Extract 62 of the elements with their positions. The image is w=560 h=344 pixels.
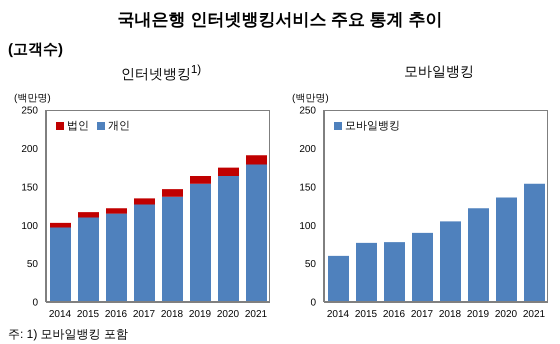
bar	[78, 218, 99, 302]
bar	[190, 184, 211, 302]
y-tick-label: 150	[299, 182, 316, 194]
bar	[162, 189, 183, 197]
x-tick-label: 2018	[438, 309, 462, 320]
bar	[468, 208, 489, 302]
y-tick-label: 200	[21, 144, 38, 155]
x-tick-label: 2015	[76, 309, 100, 320]
bar	[190, 176, 211, 184]
x-tick-label: 2020	[216, 309, 240, 320]
bar	[162, 196, 183, 302]
bar	[246, 164, 267, 302]
text: (고객수)	[8, 40, 63, 59]
bar	[106, 214, 127, 302]
y-tick-label: 0	[32, 298, 38, 309]
bar	[50, 222, 71, 228]
text: 주: 1) 모바일뱅킹 포함	[8, 326, 128, 343]
y-axis-title: (백만명)	[14, 92, 51, 105]
bar	[246, 155, 267, 165]
x-tick-label: 2017	[410, 309, 434, 320]
chart-title: 모바일뱅킹	[403, 63, 475, 81]
y-tick-label: 250	[299, 106, 316, 117]
bar	[356, 242, 377, 302]
x-tick-label: 2017	[132, 309, 156, 320]
bar	[78, 212, 99, 218]
y-tick-label: 200	[299, 144, 316, 155]
x-tick-label: 2014	[326, 309, 350, 320]
x-tick-label: 2016	[382, 309, 406, 320]
x-tick-label: 2015	[354, 309, 378, 320]
x-tick-label: 2021	[522, 309, 546, 320]
bar	[412, 232, 433, 302]
x-tick-label: 2019	[466, 309, 490, 320]
bar	[524, 184, 545, 302]
bar	[50, 228, 71, 302]
y-tick-label: 50	[304, 259, 316, 270]
y-tick-label: 100	[21, 220, 38, 232]
y-tick-label: 100	[299, 220, 316, 232]
bar	[384, 242, 405, 302]
legend-label: 개인	[107, 119, 130, 133]
x-tick-label: 2014	[48, 309, 72, 320]
x-tick-label: 2018	[160, 309, 184, 320]
x-tick-label: 2021	[244, 309, 268, 320]
y-tick-label: 0	[310, 298, 316, 309]
y-axis-title: (백만명)	[292, 92, 329, 105]
bar	[134, 198, 155, 204]
bar	[218, 176, 239, 302]
bar	[218, 168, 239, 176]
bar	[440, 221, 461, 302]
x-tick-label: 2016	[104, 309, 128, 320]
bar	[496, 198, 517, 302]
legend-label: 법인	[66, 119, 89, 133]
text: 국내은행 인터넷뱅킹서비스 주요 통계 추이	[116, 9, 444, 31]
bar	[328, 256, 349, 302]
x-tick-label: 2019	[188, 309, 212, 320]
y-tick-label: 50	[26, 259, 38, 270]
y-tick-label: 250	[21, 106, 38, 117]
x-tick-label: 2020	[494, 309, 518, 320]
chart-title: 인터넷뱅킹$^{1)}$	[120, 63, 202, 84]
y-tick-label: 150	[21, 182, 38, 194]
legend-label: 모바일뱅킹	[344, 119, 400, 133]
bar	[106, 208, 127, 214]
bar	[134, 204, 155, 302]
